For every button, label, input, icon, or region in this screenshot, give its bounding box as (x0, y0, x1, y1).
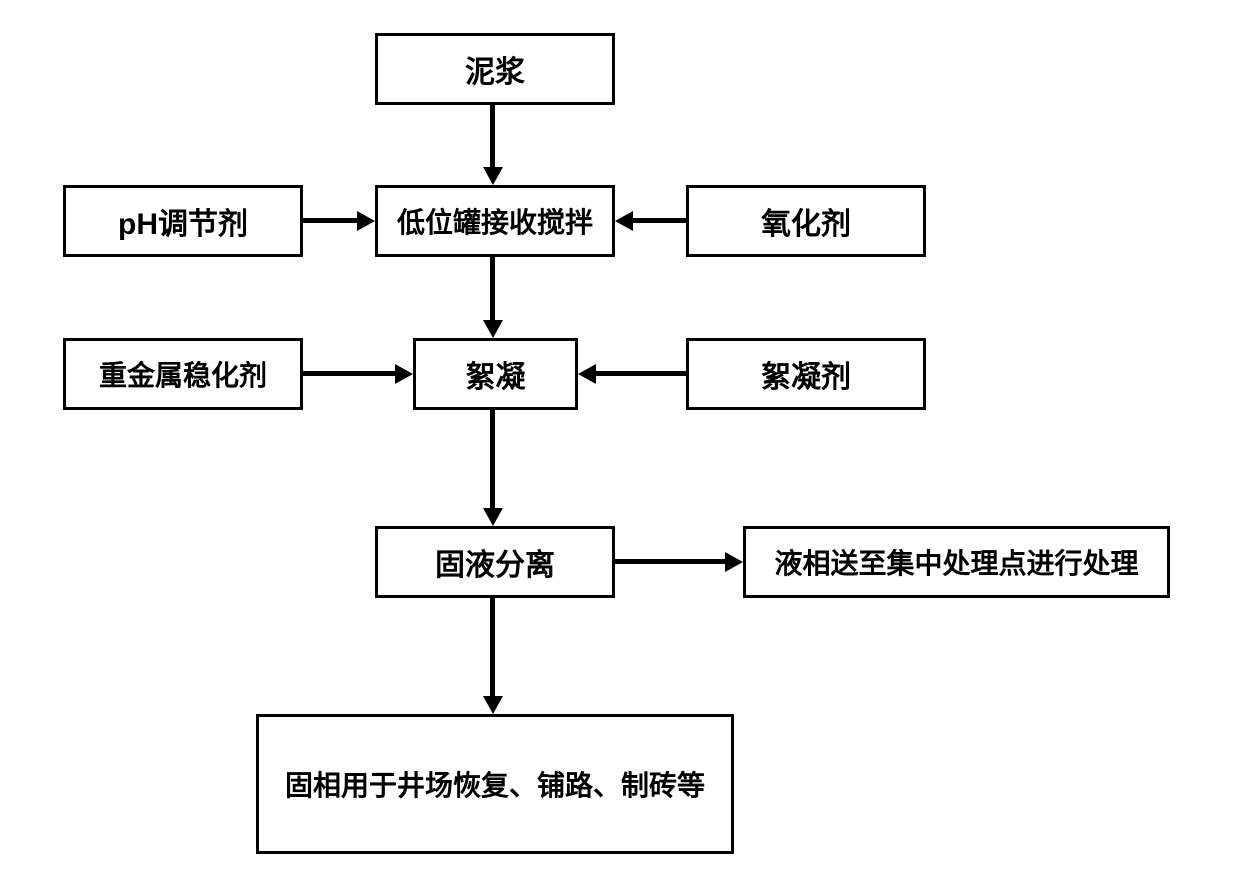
arrow-head-down-icon (483, 320, 503, 338)
node-liquid-phase-label: 液相送至集中处理点进行处理 (774, 542, 1138, 582)
node-mud: 泥浆 (375, 33, 615, 105)
node-ph-regulator: pH调节剂 (63, 185, 303, 257)
arrow-line (303, 371, 395, 376)
arrow-line (490, 105, 495, 167)
node-separation: 固液分离 (375, 526, 615, 598)
arrow-line (615, 559, 725, 564)
arrow-head-down-icon (483, 696, 503, 714)
node-mud-label: 泥浆 (465, 47, 525, 91)
node-flocculant-label: 絮凝剂 (761, 352, 851, 396)
arrow-line (303, 218, 357, 223)
arrow-line (596, 371, 686, 376)
arrow-head-down-icon (483, 508, 503, 526)
node-flocculant: 絮凝剂 (686, 338, 926, 410)
arrow-head-left-icon (615, 211, 633, 231)
node-heavy-metal-label: 重金属稳化剂 (99, 354, 267, 394)
node-oxidant-label: 氧化剂 (761, 199, 851, 243)
arrow-head-right-icon (395, 364, 413, 384)
node-solid-phase-label: 固相用于井场恢复、铺路、制砖等 (285, 764, 705, 804)
node-ph-regulator-label: pH调节剂 (118, 199, 248, 243)
arrow-line (490, 410, 495, 508)
node-heavy-metal: 重金属稳化剂 (63, 338, 303, 410)
arrow-head-down-icon (483, 167, 503, 185)
node-flocculation-label: 絮凝 (466, 352, 526, 396)
node-flocculation: 絮凝 (413, 338, 578, 410)
arrow-head-right-icon (357, 211, 375, 231)
arrow-head-right-icon (725, 552, 743, 572)
node-liquid-phase: 液相送至集中处理点进行处理 (743, 526, 1170, 598)
node-solid-phase: 固相用于井场恢复、铺路、制砖等 (256, 714, 734, 854)
node-low-tank: 低位罐接收搅拌 (375, 185, 615, 257)
arrow-line (633, 218, 686, 223)
arrow-head-left-icon (578, 364, 596, 384)
node-separation-label: 固液分离 (435, 540, 555, 584)
node-oxidant: 氧化剂 (686, 185, 926, 257)
node-low-tank-label: 低位罐接收搅拌 (397, 201, 593, 241)
arrow-line (490, 257, 495, 320)
arrow-line (490, 598, 495, 696)
